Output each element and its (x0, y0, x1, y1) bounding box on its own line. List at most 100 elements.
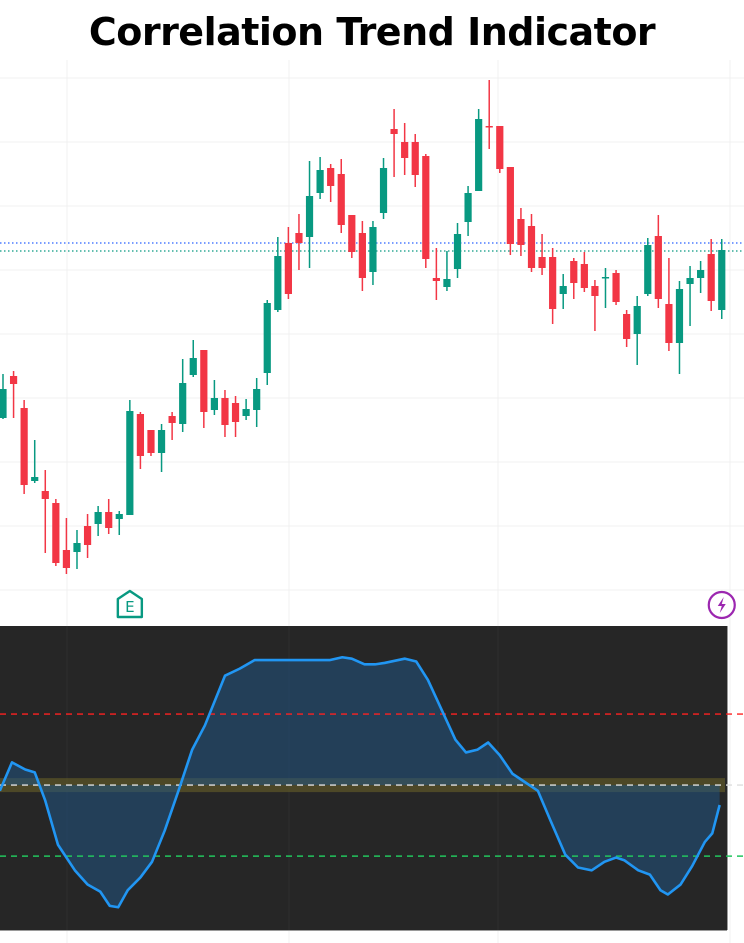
candle-body (538, 257, 546, 268)
candle-body (517, 219, 525, 245)
candle-body (401, 142, 409, 158)
candle-body (358, 233, 366, 278)
candle-body (200, 350, 208, 412)
candle (126, 400, 134, 515)
candle (242, 399, 250, 420)
candle (453, 223, 462, 278)
candle (527, 214, 536, 272)
candle-body (464, 193, 472, 222)
candle-body (390, 129, 398, 134)
candle (390, 109, 398, 177)
candle (432, 248, 440, 300)
candle-body (316, 170, 324, 193)
candle-body (580, 264, 588, 288)
candle-body (284, 243, 292, 294)
candle-body (665, 304, 673, 343)
candle (411, 134, 419, 187)
candle (62, 518, 71, 574)
candle-body (337, 174, 345, 225)
candle (231, 396, 240, 437)
candle-body (147, 430, 155, 453)
candle-body (612, 273, 620, 302)
candle-body (411, 142, 419, 175)
candle (147, 430, 155, 456)
candle (422, 154, 430, 268)
candle (210, 380, 218, 415)
candle-body (179, 383, 187, 424)
candle (316, 157, 324, 199)
candle (200, 350, 208, 428)
indicator-area-fill (0, 657, 720, 908)
candle-body (263, 303, 271, 373)
candle-body (83, 526, 92, 545)
candle (52, 499, 60, 566)
candle-body (115, 514, 123, 519)
candle (73, 530, 81, 569)
candle (475, 109, 483, 191)
candle (0, 374, 7, 419)
candle (623, 310, 631, 347)
candle (253, 378, 261, 427)
candle (284, 227, 292, 299)
candle-body (506, 167, 514, 244)
candle-body (105, 512, 113, 528)
candle-body (221, 398, 229, 425)
candle (559, 274, 567, 309)
candle (9, 371, 18, 418)
candle (379, 158, 388, 219)
candle-body (570, 261, 578, 283)
candle (601, 268, 610, 308)
candle-body (591, 286, 599, 296)
candle (20, 400, 28, 494)
candle (41, 470, 49, 553)
candle-body (62, 550, 71, 568)
candle-body (94, 512, 102, 524)
candle-body (369, 227, 377, 272)
candle-body (443, 279, 451, 287)
candle-body (31, 477, 39, 481)
candle (517, 208, 525, 256)
candle-body (686, 278, 694, 284)
candle (305, 161, 314, 268)
candle-body (348, 215, 356, 252)
candle-body (295, 233, 303, 243)
candle-body (136, 414, 145, 456)
candle (707, 239, 715, 311)
earnings-marker-shape (116, 589, 144, 619)
candle-body (527, 226, 536, 268)
candle-body (432, 278, 440, 281)
candle-body (242, 409, 250, 416)
candle (115, 511, 123, 535)
earnings-icon: E (116, 589, 144, 619)
candle (295, 214, 303, 270)
candle-body (52, 503, 60, 563)
candle (654, 215, 662, 308)
candle (686, 266, 694, 326)
candle (644, 238, 652, 296)
candle-body (0, 389, 7, 418)
candle (401, 123, 409, 175)
candle-body (675, 289, 684, 343)
earnings-marker-label: E (125, 598, 134, 616)
candle-body (379, 168, 388, 213)
lightning-icon (707, 590, 736, 620)
candle-body (559, 286, 567, 294)
candle-body (644, 245, 652, 294)
candle (570, 258, 578, 299)
candle (549, 248, 557, 324)
candle (263, 300, 271, 385)
candle-body (253, 389, 261, 410)
candle (136, 412, 145, 469)
candle (612, 270, 620, 305)
chart-title: Correlation Trend Indicator (88, 10, 656, 54)
candle (580, 252, 588, 292)
candle-body (9, 376, 18, 384)
candle-body (231, 403, 240, 422)
candle-body (274, 256, 282, 310)
candle-body (126, 411, 134, 515)
candle-body (601, 277, 610, 279)
candle (591, 280, 599, 331)
lightning-bolt (717, 597, 726, 613)
candle (496, 126, 504, 173)
